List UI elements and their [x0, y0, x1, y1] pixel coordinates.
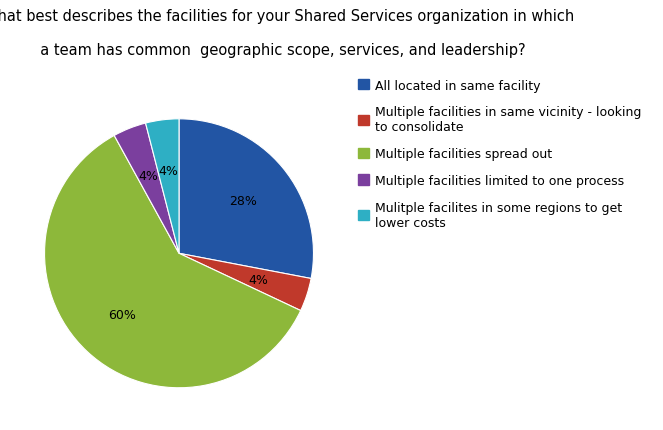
Text: a team has common  geographic scope, services, and leadership?: a team has common geographic scope, serv… [31, 43, 526, 58]
Text: 4%: 4% [139, 170, 158, 183]
Legend: All located in same facility, Multiple facilities in same vicinity - looking
to : All located in same facility, Multiple f… [357, 80, 642, 229]
Wedge shape [179, 254, 311, 311]
Text: 4%: 4% [249, 273, 269, 286]
Text: 4%: 4% [158, 165, 178, 178]
Wedge shape [114, 124, 179, 254]
Wedge shape [179, 120, 314, 279]
Wedge shape [44, 136, 301, 388]
Text: 60%: 60% [108, 308, 136, 321]
Text: What best describes the facilities for your Shared Services organization in whic: What best describes the facilities for y… [0, 9, 574, 24]
Text: 28%: 28% [229, 194, 257, 207]
Wedge shape [146, 120, 179, 254]
